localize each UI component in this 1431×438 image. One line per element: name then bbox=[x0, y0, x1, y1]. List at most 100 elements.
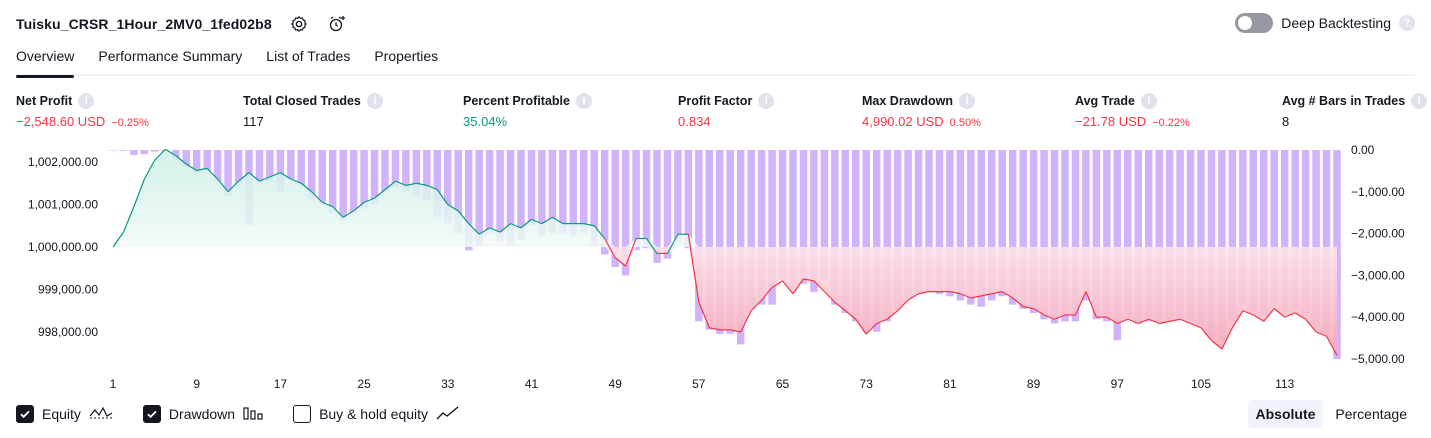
equity-line-segment bbox=[468, 223, 480, 235]
equity-line-segment bbox=[332, 206, 344, 218]
equity-line-segment bbox=[698, 302, 710, 328]
equity-line-segment bbox=[269, 172, 281, 178]
drawdown-bar bbox=[360, 150, 368, 209]
drawdown-bar bbox=[1144, 150, 1153, 322]
drawdown-bar bbox=[423, 150, 431, 201]
info-icon[interactable]: i bbox=[78, 93, 95, 109]
y-right-tick: −5,000.00 bbox=[1351, 352, 1405, 366]
equity-line-segment bbox=[1273, 308, 1286, 318]
equity-line-segment bbox=[1231, 310, 1244, 329]
drawdown-bar bbox=[799, 150, 808, 284]
drawdown-bar bbox=[559, 150, 567, 234]
info-icon[interactable]: i bbox=[1411, 93, 1428, 109]
info-icon[interactable]: i bbox=[959, 93, 975, 109]
equity-chart[interactable]: 1,002,000.00 1,001,000.00 1,000,000.00 999,… bbox=[0, 140, 1431, 391]
drawdown-bar bbox=[716, 150, 724, 334]
drawdown-bar bbox=[988, 150, 996, 301]
metric-value: 35.04% bbox=[463, 114, 508, 129]
equity-line-segment bbox=[1117, 318, 1128, 325]
drawdown-bar bbox=[674, 150, 682, 242]
drawdown-bar bbox=[349, 150, 358, 213]
drawdown-bar bbox=[1197, 150, 1205, 326]
legend-label: Equity bbox=[42, 406, 81, 422]
info-icon[interactable]: i bbox=[575, 93, 592, 109]
equity-line-segment bbox=[322, 201, 333, 208]
drawdown-bar bbox=[893, 150, 902, 309]
drawdown-bar bbox=[590, 150, 598, 247]
equity-line-segment bbox=[1284, 312, 1296, 318]
buy-hold-line-icon bbox=[436, 405, 460, 424]
equity-line-segment bbox=[1001, 291, 1014, 299]
equity-line-segment bbox=[353, 201, 365, 212]
equity-line-segment bbox=[1315, 331, 1327, 337]
add-alert-icon[interactable] bbox=[326, 13, 348, 35]
equity-line-segment bbox=[1200, 327, 1212, 341]
equity-line-segment bbox=[1252, 314, 1265, 322]
metric-label: Profit Factor bbox=[678, 94, 753, 108]
drawdown-bar bbox=[925, 150, 933, 293]
equity-line-segment bbox=[531, 218, 543, 225]
drawdown-bar bbox=[370, 150, 379, 205]
legend-buy-hold[interactable]: Buy & hold equity bbox=[293, 405, 460, 424]
drawdown-bar bbox=[1103, 150, 1111, 322]
equity-line-segment bbox=[1054, 314, 1066, 320]
equity-checkbox[interactable] bbox=[16, 405, 34, 423]
deep-backtesting-label: Deep Backtesting bbox=[1281, 15, 1391, 31]
legend-label: Buy & hold equity bbox=[319, 406, 429, 422]
tab-performance-summary[interactable]: Performance Summary bbox=[98, 48, 243, 64]
equity-line-segment bbox=[687, 234, 700, 303]
tab-properties[interactable]: Properties bbox=[374, 48, 439, 64]
drawdown-bar bbox=[527, 150, 536, 226]
drawdown-bar bbox=[600, 150, 609, 255]
drawdown-bar bbox=[538, 150, 546, 236]
drawdown-bar bbox=[308, 150, 316, 201]
report-header: Tuisku_CRSR_1Hour_2MV0_1fed02b8 bbox=[16, 12, 348, 36]
info-icon[interactable]: i bbox=[758, 93, 775, 109]
drawdown-bar bbox=[130, 150, 138, 156]
metric-label: Net Profit bbox=[16, 94, 73, 108]
equity-line-segment bbox=[593, 225, 606, 239]
drawdown-bar bbox=[485, 150, 494, 234]
metric-value: 0.834 bbox=[678, 114, 711, 129]
drawdown-bar bbox=[454, 150, 462, 234]
equity-line-segment bbox=[154, 148, 166, 161]
drawdown-bar bbox=[862, 150, 870, 332]
equity-line-segment bbox=[520, 218, 532, 229]
equity-line-segment bbox=[1074, 291, 1087, 316]
absolute-button[interactable]: Absolute bbox=[1247, 400, 1324, 428]
drawdown-checkbox[interactable] bbox=[142, 405, 161, 423]
legend-drawdown[interactable]: Drawdown bbox=[142, 405, 263, 424]
drawdown-bar bbox=[695, 150, 703, 322]
equity-line-segment bbox=[750, 299, 763, 312]
buy-hold-checkbox[interactable] bbox=[293, 405, 312, 423]
equity-chart-svg[interactable]: 1,002,000.00 1,001,000.00 1,000,000.00 999,… bbox=[0, 140, 1431, 391]
equity-line-segment bbox=[143, 159, 156, 180]
equity-line-segment bbox=[206, 167, 219, 180]
drawdown-bar bbox=[580, 150, 588, 234]
x-tick: 41 bbox=[525, 377, 539, 390]
drawdown-bar bbox=[255, 150, 264, 184]
x-tick: 105 bbox=[1191, 377, 1211, 390]
help-icon[interactable]: ? bbox=[1399, 15, 1415, 31]
info-icon[interactable]: i bbox=[366, 93, 383, 109]
metrics-row: Net Profit i −2,548.60 USD −0.25% Total Cl… bbox=[16, 93, 1428, 133]
x-tick: 57 bbox=[692, 377, 706, 390]
info-icon[interactable]: i bbox=[1140, 93, 1157, 109]
equity-line-segment bbox=[311, 191, 323, 203]
equity-line-segment bbox=[196, 167, 208, 172]
y-left-tick: 999,000.00 bbox=[38, 283, 98, 297]
settings-icon[interactable] bbox=[288, 13, 310, 35]
percentage-button[interactable]: Percentage bbox=[1335, 406, 1407, 422]
tab-list-of-trades[interactable]: List of Trades bbox=[266, 48, 351, 64]
tab-overview[interactable]: Overview bbox=[16, 44, 75, 78]
deep-backtesting-toggle[interactable] bbox=[1235, 13, 1274, 33]
equity-line-segment bbox=[813, 280, 825, 293]
drawdown-bar bbox=[1134, 150, 1142, 324]
drawdown-bar bbox=[1124, 150, 1132, 318]
equity-line-segment bbox=[1148, 318, 1160, 325]
x-tick: 49 bbox=[609, 377, 623, 390]
equity-line-segment bbox=[625, 238, 637, 267]
legend-equity[interactable]: Equity bbox=[16, 405, 113, 424]
equity-line-segment bbox=[1190, 322, 1202, 329]
drawdown-bar bbox=[1322, 150, 1331, 334]
